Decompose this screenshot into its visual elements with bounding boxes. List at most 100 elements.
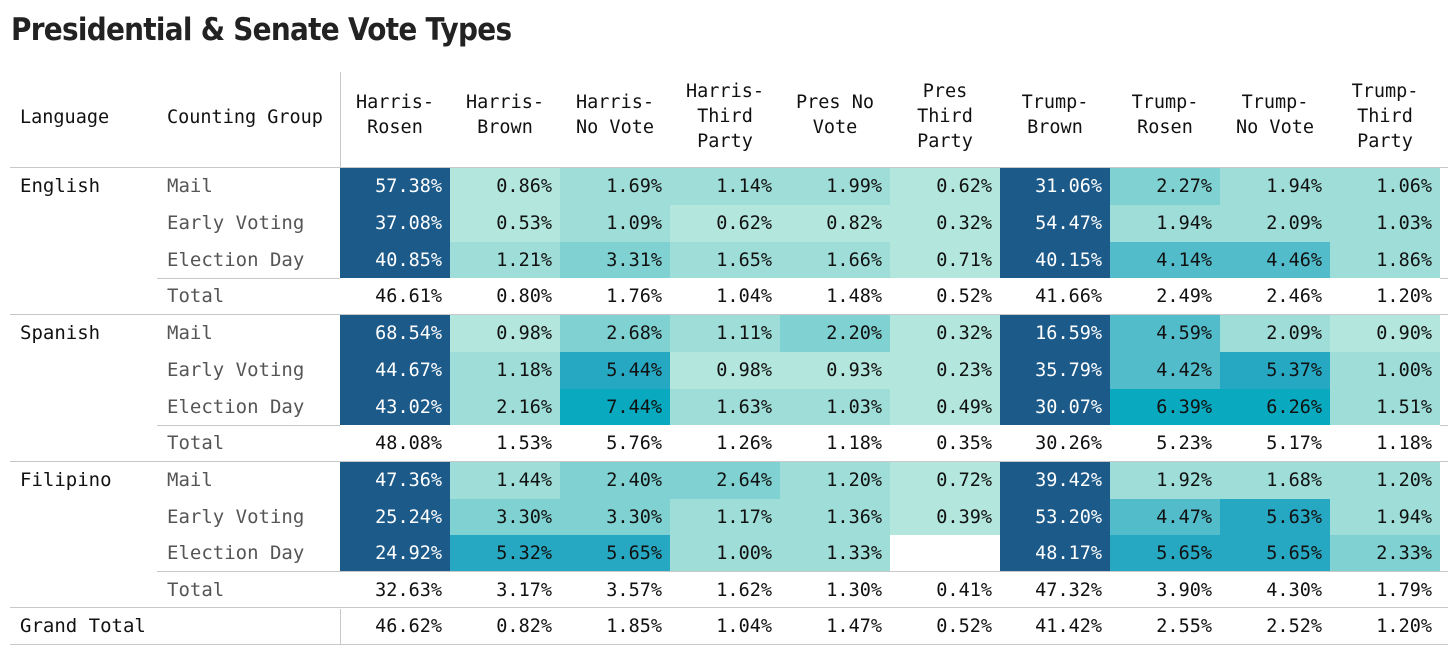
table-cell: 1.30% <box>780 572 890 609</box>
row-counting-group-label: Total <box>167 432 225 454</box>
column-header: Pres No Vote <box>796 92 874 138</box>
table-cell: 0.35% <box>890 425 1000 462</box>
grand-total-cell: 1.47% <box>826 616 882 637</box>
row-counting-group-label: Election Day <box>167 249 305 271</box>
table-cell: 4.47% <box>1110 499 1220 536</box>
table-cell: 5.65% <box>1220 535 1330 572</box>
table-cell: 3.90% <box>1110 572 1220 609</box>
row-language-label: English <box>20 175 101 197</box>
table-cell: 0.52% <box>890 278 1000 315</box>
table-cell: 1.53% <box>450 425 560 462</box>
table-cell: 1.14% <box>670 168 780 205</box>
table-cell: 0.41% <box>890 572 1000 609</box>
table-cell: 47.32% <box>1000 572 1110 609</box>
grand-total-label: Grand Total <box>20 615 146 637</box>
table-cell: 0.62% <box>670 205 780 242</box>
table-cell: 5.44% <box>560 352 670 389</box>
grand-total-cell: 0.82% <box>496 616 552 637</box>
table-cell: 1.36% <box>780 499 890 536</box>
grand-total-cell: 41.42% <box>1035 616 1102 637</box>
table-cell: 1.66% <box>780 242 890 279</box>
row-counting-group-label: Total <box>167 579 225 601</box>
table-cell: 0.98% <box>450 315 560 352</box>
row-language-label: Spanish <box>20 322 101 344</box>
table-cell: 2.09% <box>1220 205 1330 242</box>
grand-total-cell: 1.85% <box>606 616 662 637</box>
table-cell: 1.03% <box>780 389 890 426</box>
table-cell: 53.20% <box>1000 499 1110 536</box>
table-cell: 41.66% <box>1000 278 1110 315</box>
table-cell: 40.85% <box>340 242 450 279</box>
table-cell: 4.46% <box>1220 242 1330 279</box>
group-rule <box>10 314 1448 315</box>
row-counting-group-label: Election Day <box>167 396 305 418</box>
column-header: Harris- No Vote <box>576 92 654 138</box>
row-counting-group-label: Mail <box>167 175 213 197</box>
table-cell: 1.04% <box>670 278 780 315</box>
table-cell: 1.20% <box>1330 462 1440 499</box>
table-cell: 0.80% <box>450 278 560 315</box>
table-cell: 0.82% <box>780 205 890 242</box>
table-cell: 5.63% <box>1220 499 1330 536</box>
table-cell: 48.17% <box>1000 535 1110 572</box>
table-cell: 5.37% <box>1220 352 1330 389</box>
grand-total-cell: 46.62% <box>375 616 442 637</box>
table-cell: 68.54% <box>340 315 450 352</box>
row-language-label: Filipino <box>20 469 112 491</box>
group-rule <box>10 461 1448 462</box>
table-cell: 37.08% <box>340 205 450 242</box>
table-cell: 2.68% <box>560 315 670 352</box>
table-cell: 1.09% <box>560 205 670 242</box>
table-cell: 4.30% <box>1220 572 1330 609</box>
table-cell: 25.24% <box>340 499 450 536</box>
table-cell: 4.14% <box>1110 242 1220 279</box>
table-cell: 1.00% <box>670 535 780 572</box>
grand-total-cell: 1.04% <box>716 616 772 637</box>
table-cell: 1.51% <box>1330 389 1440 426</box>
table-cell: 2.49% <box>1110 278 1220 315</box>
table-cell: 1.79% <box>1330 572 1440 609</box>
row-counting-group-label: Election Day <box>167 542 305 564</box>
table-cell: 1.33% <box>780 535 890 572</box>
table-cell: 1.00% <box>1330 352 1440 389</box>
row-counting-group-label: Early Voting <box>167 506 305 528</box>
table-cell: 44.67% <box>340 352 450 389</box>
table-cell: 3.30% <box>450 499 560 536</box>
table-cell: 0.62% <box>890 168 1000 205</box>
table-cell <box>890 535 1000 572</box>
header-counting-group: Counting Group <box>167 107 323 128</box>
table-cell: 5.65% <box>560 535 670 572</box>
table-cell: 0.32% <box>890 205 1000 242</box>
table-cell: 0.72% <box>890 462 1000 499</box>
table-cell: 6.39% <box>1110 389 1220 426</box>
table-cell: 57.38% <box>340 168 450 205</box>
header-rule <box>10 167 1448 168</box>
table-cell: 1.21% <box>450 242 560 279</box>
column-header: Trump- No Vote <box>1236 92 1314 138</box>
table-cell: 4.42% <box>1110 352 1220 389</box>
table-cell: 1.68% <box>1220 462 1330 499</box>
table-cell: 1.17% <box>670 499 780 536</box>
table-cell: 3.31% <box>560 242 670 279</box>
table-cell: 0.90% <box>1330 315 1440 352</box>
table-cell: 0.23% <box>890 352 1000 389</box>
table-cell: 1.48% <box>780 278 890 315</box>
chart-title: Presidential & Senate Vote Types <box>11 12 512 48</box>
table-cell: 2.16% <box>450 389 560 426</box>
column-header: Trump- Brown <box>1021 92 1089 138</box>
table-cell: 48.08% <box>340 425 450 462</box>
table-cell: 5.76% <box>560 425 670 462</box>
table-cell: 2.20% <box>780 315 890 352</box>
table-cell: 31.06% <box>1000 168 1110 205</box>
table-cell: 1.18% <box>450 352 560 389</box>
table-cell: 0.93% <box>780 352 890 389</box>
table-cell: 5.17% <box>1220 425 1330 462</box>
header-language: Language <box>20 107 110 128</box>
table-cell: 5.32% <box>450 535 560 572</box>
table-cell: 3.57% <box>560 572 670 609</box>
column-header: Pres Third Party <box>917 81 973 152</box>
table-cell: 5.23% <box>1110 425 1220 462</box>
table-cell: 1.99% <box>780 168 890 205</box>
table-cell: 2.27% <box>1110 168 1220 205</box>
table-cell: 2.64% <box>670 462 780 499</box>
